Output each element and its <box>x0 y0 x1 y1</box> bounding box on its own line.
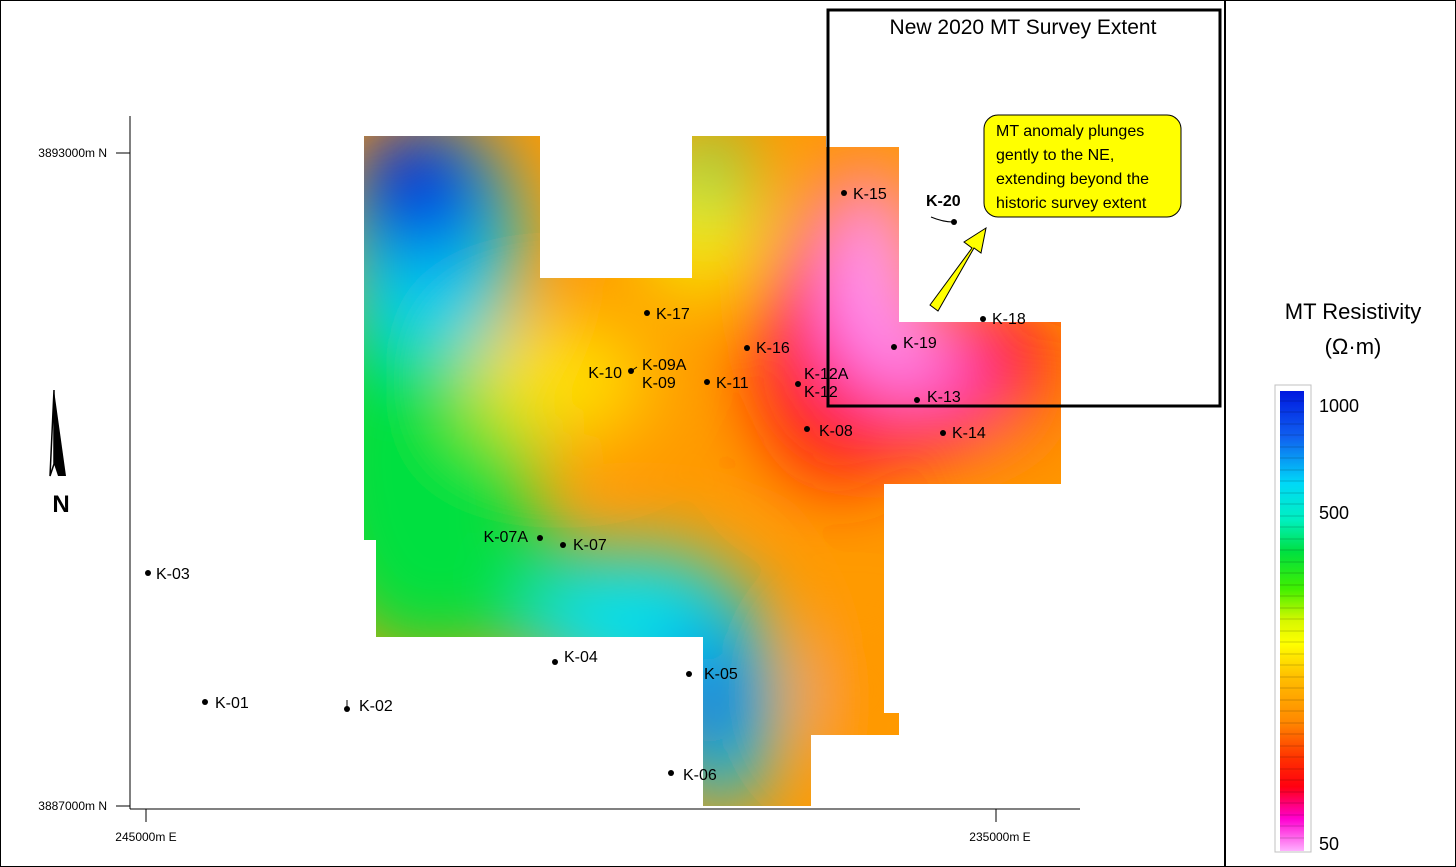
well-label-k02: K-02 <box>359 698 393 715</box>
well-dot-k18 <box>980 316 986 322</box>
well-label-k04: K-04 <box>564 649 598 666</box>
well-label-k16: K-16 <box>756 340 790 357</box>
well-label-k09: K-09 <box>642 375 676 392</box>
survey-extent-box: New 2020 MT Survey Extent <box>826 8 1222 408</box>
well-dot-k20 <box>951 219 957 225</box>
well-dot-k05 <box>686 671 692 677</box>
x-right-label: 235000m E <box>969 830 1030 844</box>
well-label-k19: K-19 <box>903 335 937 352</box>
well-label-k15: K-15 <box>853 186 887 203</box>
well-dot-k07 <box>560 542 566 548</box>
callout-line-3: extending beyond the <box>996 171 1149 188</box>
well-dot-k13 <box>914 397 920 403</box>
anomaly-callout: MT anomaly plunges gently to the NE, ext… <box>929 114 1182 312</box>
legend-divider <box>1224 0 1226 867</box>
well-dot-k16 <box>744 345 750 351</box>
well-dot-k14 <box>940 430 946 436</box>
well-label-k10: K-10 <box>588 365 622 382</box>
resistivity-surface <box>364 136 1061 806</box>
legend-tick-50: 50 <box>1319 834 1339 854</box>
well-label-k01: K-01 <box>215 695 249 712</box>
well-trace-k20 <box>930 216 954 223</box>
well-label-k08: K-08 <box>819 423 853 440</box>
legend-tick-1000: 1000 <box>1319 396 1359 416</box>
y-top-label: 3893000m N <box>38 146 107 160</box>
well-dot-k11 <box>704 379 710 385</box>
legend-tick-500: 500 <box>1319 503 1349 523</box>
callout-arrow <box>929 226 987 312</box>
well-markers: K-15 K-20 K-17 K-18 K-16 K-19 K-10 K-09A… <box>145 186 1026 784</box>
well-dot-k01 <box>202 699 208 705</box>
well-label-k14: K-14 <box>952 425 986 442</box>
north-label: N <box>52 491 69 518</box>
well-label-k20: K-20 <box>926 193 961 210</box>
well-label-k12: K-12 <box>804 384 838 401</box>
callout-line-2: gently to the NE, <box>996 147 1114 164</box>
well-label-k05: K-05 <box>704 666 738 683</box>
well-dot-k19 <box>891 344 897 350</box>
well-dot-k03 <box>145 570 151 576</box>
callout-line-1: MT anomaly plunges <box>996 123 1144 140</box>
well-dot-k04 <box>552 659 558 665</box>
well-label-k03: K-03 <box>156 566 190 583</box>
callout-line-4: historic survey extent <box>996 195 1147 212</box>
well-label-k17: K-17 <box>656 306 690 323</box>
survey-box-title: New 2020 MT Survey Extent <box>890 16 1157 39</box>
resistivity-legend: MT Resistivity (Ω·m) 1000 50 <box>1274 299 1422 854</box>
well-dot-k08 <box>804 426 810 432</box>
legend-unit: (Ω·m) <box>1325 334 1382 359</box>
map-axes: 3893000m N 3887000m N 245000m E 235000m … <box>38 116 1080 844</box>
legend-colorbar <box>1280 391 1304 851</box>
well-dot-k15 <box>841 190 847 196</box>
well-label-k06: K-06 <box>683 767 717 784</box>
well-dot-k17 <box>644 310 650 316</box>
legend-title: MT Resistivity <box>1285 299 1422 324</box>
y-bottom-label: 3887000m N <box>38 799 107 813</box>
north-arrow: N <box>49 389 70 518</box>
well-label-k07: K-07 <box>573 537 607 554</box>
well-label-k12a: K-12A <box>804 366 849 383</box>
x-left-label: 245000m E <box>115 830 176 844</box>
well-dot-k07a <box>537 535 543 541</box>
well-label-k18: K-18 <box>992 311 1026 328</box>
well-label-k11: K-11 <box>716 375 749 392</box>
well-label-k09a: K-09A <box>642 357 687 374</box>
well-dot-k12 <box>795 381 801 387</box>
well-dot-k06 <box>668 770 674 776</box>
well-label-k07a: K-07A <box>484 529 529 546</box>
well-label-k13: K-13 <box>927 389 961 406</box>
